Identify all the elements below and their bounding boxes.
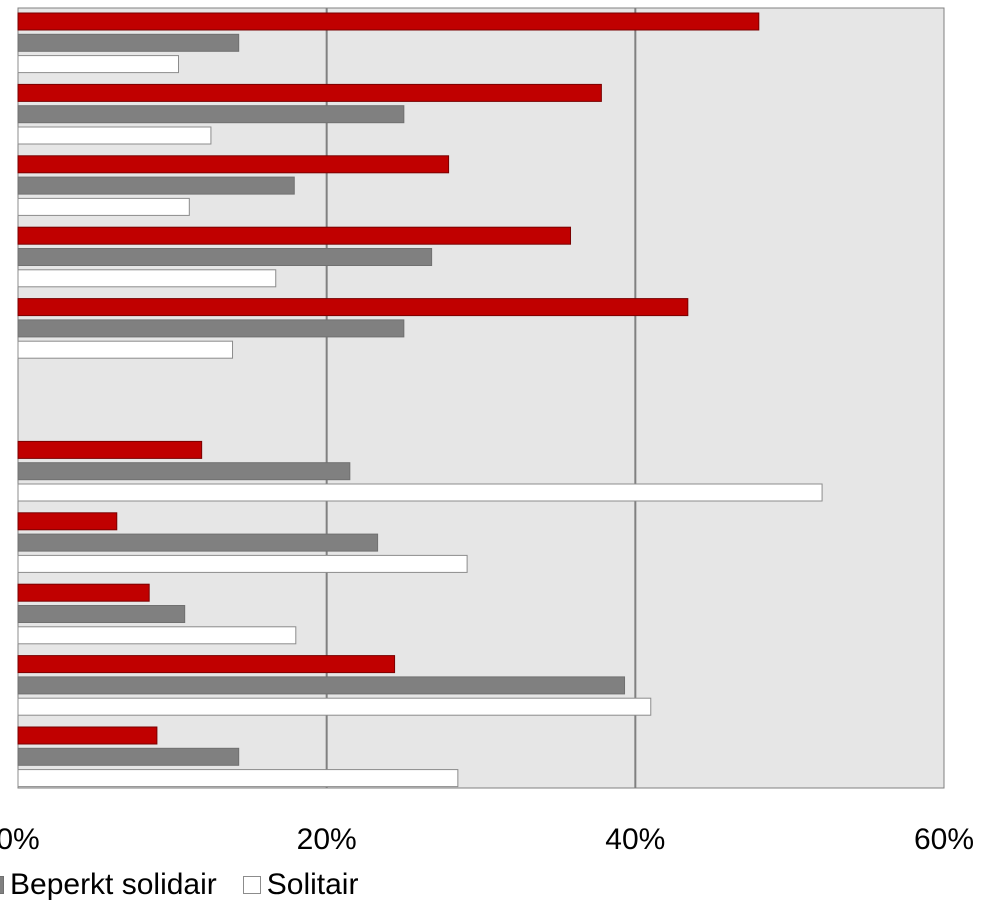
x-tick-label: 40%	[605, 823, 665, 856]
bar	[17, 583, 150, 602]
legend-label: Solitair	[266, 867, 359, 901]
bar	[17, 440, 203, 459]
bar	[17, 512, 118, 531]
bar	[17, 298, 689, 317]
x-axis-ticks: 0% 20% 40% 60%	[0, 823, 974, 856]
x-tick-label: 0%	[0, 823, 40, 856]
x-tick-label: 20%	[297, 823, 357, 856]
x-tick-label: 60%	[914, 823, 974, 856]
bar	[17, 176, 295, 195]
bar	[17, 155, 450, 174]
bar	[17, 533, 379, 552]
legend-item-beperkt-solidair: Beperkt solidair	[0, 868, 217, 902]
bar	[17, 226, 572, 245]
bar	[17, 269, 277, 288]
bar	[17, 12, 760, 31]
bar	[17, 554, 468, 573]
legend-label: Beperkt solidair	[10, 867, 217, 901]
bar	[17, 248, 433, 266]
bar	[17, 55, 180, 74]
bar	[17, 726, 158, 745]
bar	[17, 655, 396, 674]
bars	[17, 12, 823, 788]
bar	[17, 697, 652, 716]
legend-item-solitair: Solitair	[242, 867, 359, 902]
legend: Beperkt solidair Solitair	[0, 866, 384, 903]
bar	[17, 676, 626, 695]
bar	[17, 126, 212, 145]
bar	[17, 197, 190, 216]
bar	[17, 105, 405, 124]
bar	[17, 340, 234, 359]
bar	[17, 483, 823, 502]
bar-chart: 0% 20% 40% 60%	[0, 7, 974, 856]
bar	[17, 605, 186, 623]
bar	[17, 83, 602, 102]
bar	[17, 626, 297, 645]
legend-swatch-gray	[0, 875, 4, 894]
bar	[17, 319, 405, 338]
legend-swatch-white	[242, 875, 261, 894]
bar	[17, 462, 351, 481]
bar	[17, 747, 240, 766]
bar	[17, 33, 240, 52]
bar	[17, 769, 459, 788]
